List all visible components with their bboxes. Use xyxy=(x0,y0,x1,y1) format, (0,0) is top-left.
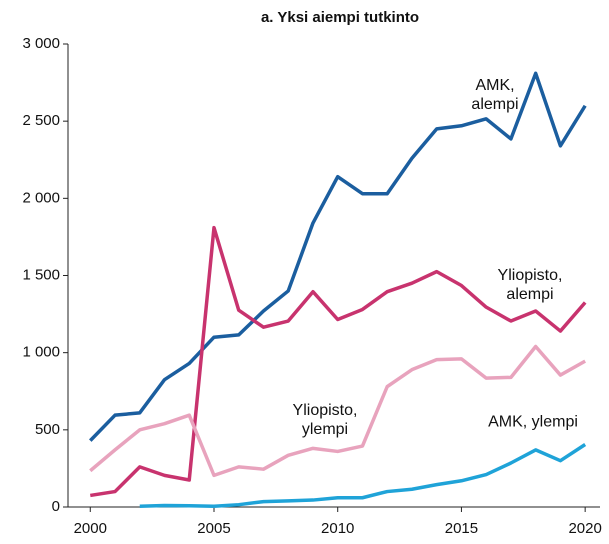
x-tick-label: 2015 xyxy=(445,520,478,537)
series-label: AMK, alempi xyxy=(471,77,519,113)
line-series xyxy=(89,71,587,442)
series-label: Yliopisto, alempi xyxy=(497,267,563,303)
x-tick-label: 2010 xyxy=(321,520,354,537)
series-label: Yliopisto, ylempi xyxy=(292,402,358,438)
x-tick-label: 2000 xyxy=(74,520,107,537)
x-tick-label: 2005 xyxy=(197,520,230,537)
line-series xyxy=(139,443,587,508)
y-tick-label: 3 000 xyxy=(22,35,60,52)
series-label: AMK, ylempi xyxy=(488,413,578,431)
line-series xyxy=(89,344,587,478)
y-tick-label: 2 500 xyxy=(22,112,60,129)
y-tick-label: 0 xyxy=(52,498,60,515)
y-tick-label: 2 000 xyxy=(22,189,60,206)
line-series xyxy=(90,225,587,498)
chart-title: a. Yksi aiempi tutkinto xyxy=(261,9,419,26)
y-tick-label: 1 000 xyxy=(22,344,60,361)
x-tick-label: 2020 xyxy=(568,520,601,537)
y-tick-label: 500 xyxy=(35,421,60,438)
y-tick-label: 1 500 xyxy=(22,266,60,283)
